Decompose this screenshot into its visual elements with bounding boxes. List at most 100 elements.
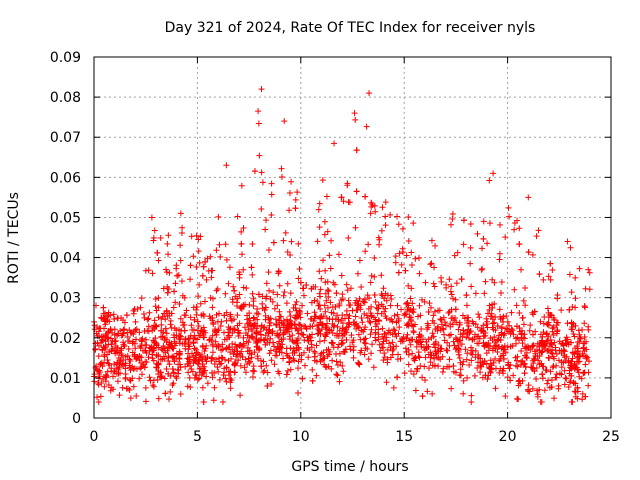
data-point <box>314 326 321 333</box>
x-tick-label: 0 <box>90 429 99 445</box>
data-point <box>452 334 459 341</box>
data-point <box>569 398 576 405</box>
data-point <box>322 290 329 297</box>
data-point <box>387 211 394 218</box>
data-point <box>286 308 293 315</box>
data-point <box>504 374 511 381</box>
data-point <box>484 324 491 331</box>
data-point <box>492 327 499 334</box>
data-point <box>491 279 498 286</box>
data-point <box>578 375 585 382</box>
data-point <box>516 309 523 316</box>
data-point <box>581 303 588 310</box>
data-point <box>402 345 409 352</box>
data-point <box>425 343 432 350</box>
data-point <box>306 346 313 353</box>
data-point <box>482 372 489 379</box>
data-point <box>561 381 568 388</box>
data-point <box>391 327 398 334</box>
data-point <box>581 347 588 354</box>
data-point <box>382 222 389 229</box>
data-point <box>200 334 207 341</box>
data-point <box>245 326 252 333</box>
data-point <box>225 280 232 287</box>
data-point <box>360 328 367 335</box>
data-point <box>173 265 180 272</box>
x-axis-ticks: 0 5 10 15 20 25 <box>90 57 620 445</box>
data-point <box>361 310 368 317</box>
x-tick-label: 5 <box>193 429 202 445</box>
data-point <box>558 364 565 371</box>
data-point <box>177 257 184 264</box>
data-point <box>505 204 512 211</box>
data-point <box>564 320 571 327</box>
data-point <box>478 325 485 332</box>
data-point <box>477 355 484 362</box>
data-point <box>174 272 181 279</box>
data-point <box>486 177 493 184</box>
data-point <box>586 269 593 276</box>
y-tick-label: 0.05 <box>50 210 81 226</box>
data-point <box>191 375 198 382</box>
data-point <box>547 276 554 283</box>
data-point <box>467 220 474 227</box>
data-point <box>188 322 195 329</box>
data-point <box>166 341 173 348</box>
data-point <box>116 364 123 371</box>
data-point <box>572 345 579 352</box>
data-point <box>318 313 325 320</box>
data-point <box>487 313 494 320</box>
data-point <box>323 193 330 200</box>
data-point <box>492 355 499 362</box>
data-point <box>317 286 324 293</box>
data-point <box>253 329 260 336</box>
data-point <box>278 173 285 180</box>
data-point <box>534 353 541 360</box>
data-point <box>295 358 302 365</box>
data-point <box>102 371 109 378</box>
data-point <box>342 346 349 353</box>
data-point <box>459 361 466 368</box>
y-tick-label: 0.03 <box>50 291 81 307</box>
data-point <box>428 352 435 359</box>
data-point <box>263 280 270 287</box>
data-point <box>361 339 368 346</box>
data-point <box>249 290 256 297</box>
data-point <box>429 330 436 337</box>
data-point <box>294 313 301 320</box>
data-point <box>363 312 370 319</box>
data-point <box>432 344 439 351</box>
data-point <box>278 349 285 356</box>
data-point <box>339 320 346 327</box>
data-point <box>256 152 263 159</box>
data-point <box>315 206 322 213</box>
data-point <box>240 225 247 232</box>
data-point <box>395 315 402 322</box>
data-point <box>584 354 591 361</box>
data-point <box>242 356 249 363</box>
data-point <box>236 271 243 278</box>
x-tick-label: 10 <box>292 429 310 445</box>
data-point <box>290 355 297 362</box>
data-point <box>345 315 352 322</box>
data-point <box>176 335 183 342</box>
data-point <box>367 319 374 326</box>
data-point <box>541 387 548 394</box>
data-point <box>182 363 189 370</box>
data-point <box>380 285 387 292</box>
data-point <box>298 325 305 332</box>
data-point <box>447 323 454 330</box>
data-point <box>580 344 587 351</box>
data-point <box>116 360 123 367</box>
data-point <box>390 384 397 391</box>
data-point <box>142 398 149 405</box>
data-point <box>179 319 186 326</box>
data-point <box>229 296 236 303</box>
data-point <box>236 342 243 349</box>
data-point <box>319 177 326 184</box>
data-point <box>571 351 578 358</box>
data-point <box>547 260 554 267</box>
data-point <box>331 322 338 329</box>
data-point <box>405 213 412 220</box>
data-point <box>531 368 538 375</box>
